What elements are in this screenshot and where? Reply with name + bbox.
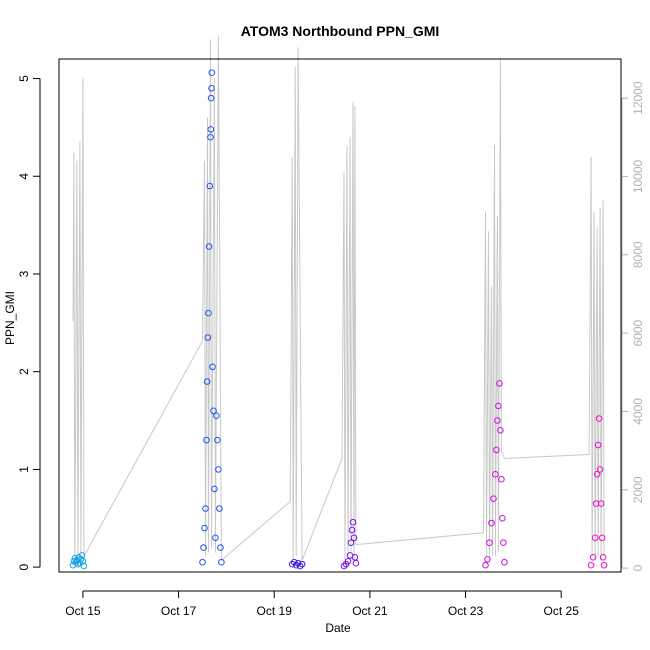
data-point	[203, 436, 210, 444]
data-point	[216, 505, 223, 512]
y-axis: 0 1 2 3 4 5	[17, 75, 41, 570]
data-point	[599, 554, 607, 561]
x-tick-label: Oct 17	[161, 604, 197, 618]
data-point	[204, 334, 212, 341]
data-point	[352, 559, 360, 567]
data-point	[340, 562, 348, 570]
x-tick-label: Oct 25	[544, 604, 580, 618]
y-tick-label: 2	[17, 368, 31, 375]
data-point	[201, 524, 208, 532]
data-point	[202, 505, 209, 512]
data-point	[600, 561, 608, 569]
y-tick-label: 0	[17, 563, 31, 570]
data-point	[496, 380, 503, 387]
data-point	[596, 466, 604, 473]
data-point	[80, 562, 88, 570]
secondary-series-line	[72, 35, 605, 562]
data-point	[500, 539, 507, 547]
data-point	[205, 309, 212, 317]
data-point	[211, 485, 218, 493]
data-point	[298, 560, 306, 568]
y-right-tick-label: 12000	[631, 81, 645, 115]
data-point	[199, 558, 206, 566]
data-point	[598, 534, 606, 542]
data-point	[208, 85, 215, 92]
data-point	[344, 558, 352, 565]
data-point	[482, 561, 489, 569]
data-point	[347, 539, 355, 547]
y-right-tick-label: 4000	[631, 398, 645, 425]
data-point	[210, 407, 217, 415]
data-point	[587, 561, 595, 569]
chart-title: ATOM3 Northbound PPN_GMI	[241, 23, 440, 39]
data-point	[296, 562, 304, 570]
data-point	[214, 436, 221, 444]
data-point	[213, 412, 220, 420]
data-point	[215, 466, 222, 473]
data-point	[499, 515, 506, 522]
y-right-tick-label: 10000	[631, 159, 645, 193]
data-point	[205, 243, 213, 250]
data-point	[595, 415, 603, 422]
data-point	[203, 378, 211, 385]
data-point	[206, 182, 214, 190]
y-right-tick-label: 6000	[631, 319, 645, 346]
x-tick-label: Oct 21	[352, 604, 388, 618]
data-point	[348, 526, 356, 534]
data-point	[593, 471, 601, 478]
y-tick-label: 1	[17, 466, 31, 473]
data-point	[209, 363, 216, 371]
y-tick-label: 5	[17, 75, 31, 82]
data-point	[490, 495, 497, 503]
y-axis-right: 0 2000 4000 6000 8000 10000 12000	[621, 81, 645, 571]
data-point	[597, 500, 605, 507]
data-point	[498, 475, 505, 483]
x-axis: Oct 15 Oct 17 Oct 19 Oct 21 Oct 23 Oct 25	[65, 590, 580, 618]
data-point	[484, 556, 491, 563]
data-point	[207, 94, 215, 102]
x-tick-label: Oct 15	[65, 604, 101, 618]
data-point	[200, 544, 207, 551]
data-point	[218, 558, 225, 566]
data-point	[589, 554, 597, 561]
y-axis-label: PPN_GMI	[3, 291, 17, 345]
data-point	[207, 126, 215, 133]
data-point	[208, 69, 216, 76]
x-tick-label: Oct 19	[257, 604, 293, 618]
data-point	[591, 534, 599, 542]
y-tick-label: 3	[17, 270, 31, 277]
data-point	[79, 558, 87, 565]
data-point	[71, 555, 79, 562]
data-point	[349, 518, 357, 526]
data-point	[351, 554, 359, 561]
y-tick-label: 4	[17, 173, 31, 180]
y-right-tick-label: 0	[631, 564, 645, 571]
data-point	[492, 471, 499, 478]
secondary-series-layer	[72, 35, 605, 562]
data-point	[494, 417, 501, 424]
data-point	[212, 534, 219, 542]
x-axis-label: Date	[325, 621, 351, 635]
data-point	[501, 558, 508, 566]
data-point	[495, 402, 502, 410]
data-point	[77, 556, 85, 563]
data-point	[493, 446, 500, 454]
points-layer	[69, 69, 608, 570]
y-right-tick-label: 8000	[631, 241, 645, 268]
plot-frame	[58, 58, 622, 573]
data-point	[350, 534, 358, 542]
data-point	[207, 133, 214, 141]
data-point	[488, 519, 495, 527]
x-tick-label: Oct 23	[448, 604, 484, 618]
data-point	[497, 427, 504, 434]
y-right-tick-label: 2000	[631, 476, 645, 503]
data-point	[486, 539, 493, 547]
data-point	[217, 544, 224, 551]
data-point	[594, 441, 602, 449]
data-point	[592, 500, 600, 507]
